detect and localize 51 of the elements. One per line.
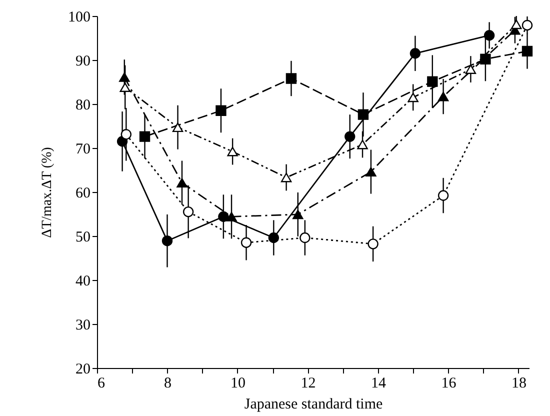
point — [408, 92, 418, 102]
x-axis-title: Japanese standard time — [244, 396, 383, 412]
point — [344, 131, 356, 142]
y-tick-label: 30 — [76, 318, 90, 334]
y-tick-label: 100 — [68, 10, 90, 26]
point — [176, 178, 188, 188]
x-tick-label: 6 — [98, 376, 106, 392]
x-tick-label: 10 — [230, 376, 246, 392]
point — [410, 48, 421, 59]
x-tick-label: 8 — [164, 376, 172, 392]
point — [268, 232, 280, 244]
point — [358, 109, 369, 120]
point — [216, 105, 226, 116]
point — [172, 122, 184, 132]
point — [162, 236, 173, 246]
point — [226, 212, 237, 222]
x-tick-label: 12 — [300, 376, 316, 392]
y-tick-label: 70 — [76, 142, 90, 158]
x-tick-label: 14 — [370, 376, 386, 392]
point — [438, 190, 449, 201]
point — [120, 129, 132, 140]
y-tick-label: 90 — [76, 54, 90, 70]
point — [218, 211, 229, 222]
y-tick-label: 80 — [76, 98, 90, 114]
x-tick-label: 16 — [441, 376, 457, 392]
point — [465, 64, 476, 74]
point — [227, 146, 238, 156]
point — [368, 238, 378, 250]
point — [438, 92, 449, 102]
y-tick-label: 40 — [76, 274, 90, 290]
point — [357, 140, 368, 150]
point — [120, 82, 130, 92]
point — [427, 76, 438, 87]
y-tick-label: 20 — [76, 362, 90, 378]
y-tick-label: 50 — [76, 230, 90, 246]
point — [182, 206, 194, 218]
point — [139, 131, 150, 142]
point — [511, 20, 522, 30]
point — [292, 210, 304, 220]
y-axis-title: ΔT/max.ΔT (%) — [40, 146, 55, 238]
point — [240, 237, 252, 248]
point — [366, 167, 376, 176]
point — [522, 20, 533, 31]
point — [119, 72, 130, 82]
y-tick-label: 60 — [76, 186, 90, 202]
x-tick-label: 18 — [511, 376, 526, 392]
point — [280, 172, 292, 182]
point — [522, 46, 533, 57]
point — [300, 232, 310, 244]
point — [484, 30, 495, 41]
point — [286, 73, 297, 84]
